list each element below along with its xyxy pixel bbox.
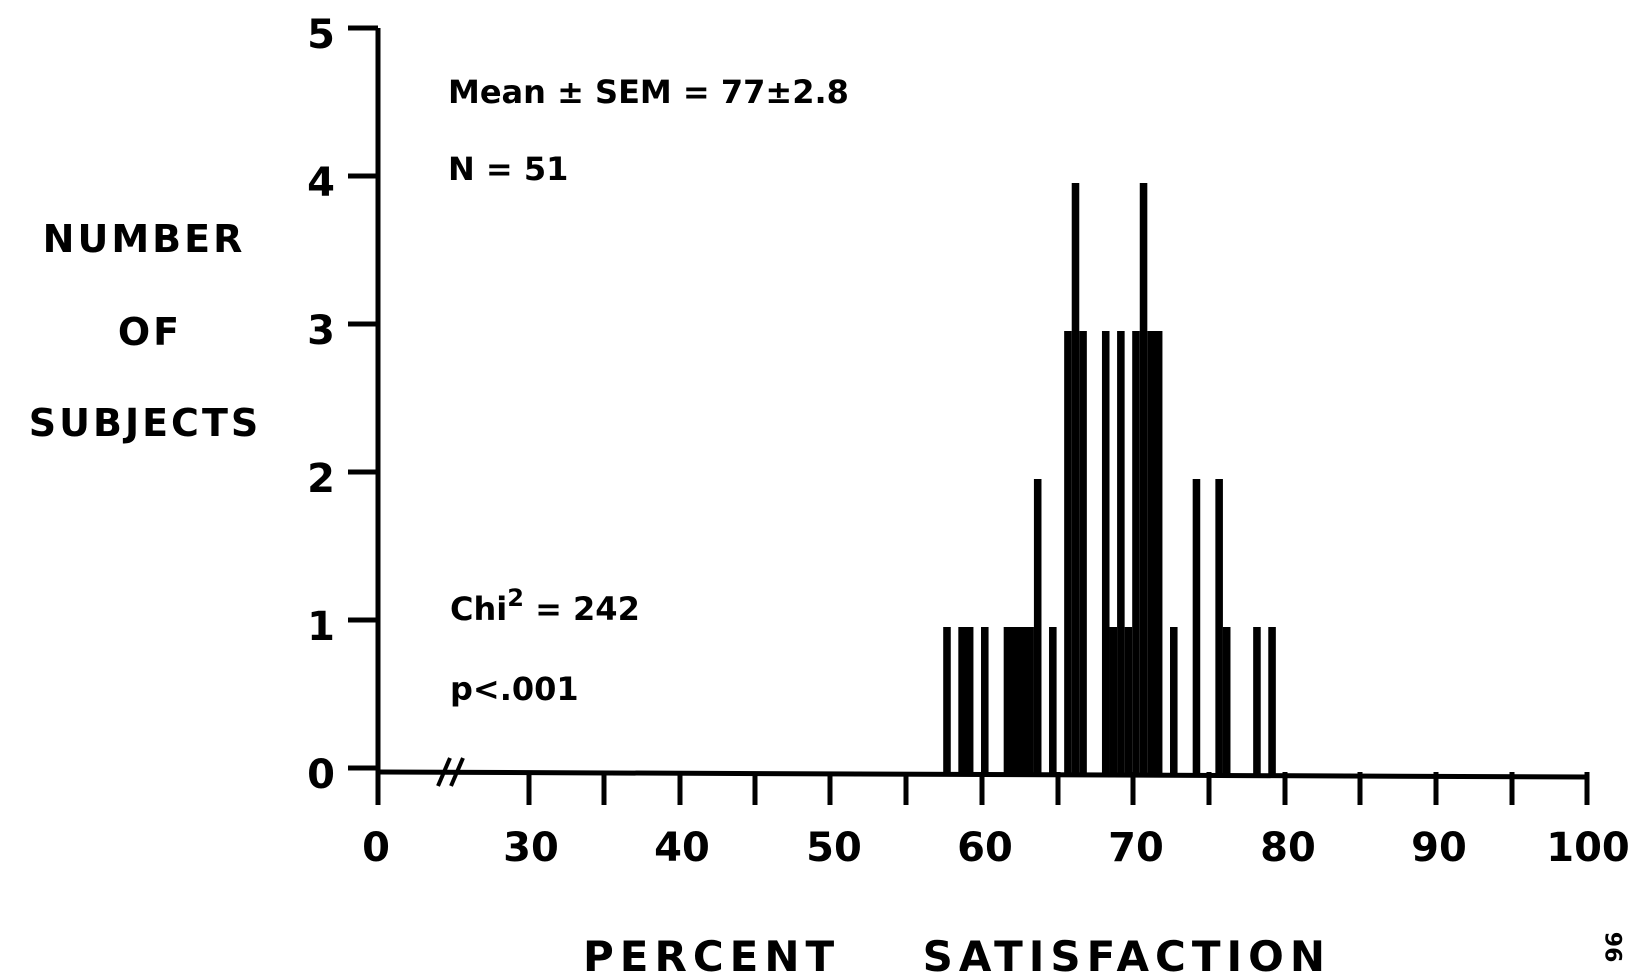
- chi-value: = 242: [524, 590, 640, 628]
- histogram-bar: [1064, 331, 1072, 775]
- y-tick-label: 0: [307, 752, 335, 798]
- x-tick-label: 80: [1260, 825, 1316, 871]
- histogram-bar: [1222, 627, 1231, 775]
- histogram-bar: [1215, 479, 1223, 775]
- histogram-bar: [1170, 627, 1178, 775]
- x-tick-label: 90: [1411, 825, 1467, 871]
- x-axis: [375, 769, 1590, 805]
- y-tick-labels: 0 1 2 3 4 5: [307, 12, 335, 798]
- y-axis: [348, 25, 381, 775]
- histogram-bar: [981, 627, 989, 775]
- y-tick-label: 5: [307, 12, 335, 58]
- histogram-bar: [1079, 331, 1087, 775]
- x-tick-label: 100: [1546, 825, 1630, 871]
- y-axis-title-line-1: NUMBER: [43, 217, 246, 261]
- x-tick-label: 70: [1108, 825, 1164, 871]
- chi-superscript: 2: [507, 584, 524, 612]
- histogram-bar: [943, 627, 951, 775]
- x-tick-label: 30: [503, 825, 559, 871]
- x-tick-labels: 0 30 40 50 60 70 80 90 100: [362, 825, 1630, 871]
- histogram-bar: [1049, 627, 1057, 775]
- histogram-bar: [1192, 479, 1201, 775]
- x-tick-label: 0: [362, 825, 390, 871]
- histogram-bar: [1109, 627, 1118, 775]
- y-tick-label: 1: [307, 604, 335, 650]
- x-tick-label: 60: [957, 825, 1013, 871]
- n-annotation: N = 51: [448, 150, 568, 188]
- y-tick-label: 4: [307, 160, 335, 206]
- histogram-bar: [1101, 331, 1110, 775]
- histogram-bar: [1033, 479, 1042, 775]
- histogram-bar: [1268, 627, 1276, 775]
- y-tick-label: 3: [307, 308, 335, 354]
- histogram-bar: [958, 627, 974, 775]
- histogram-bar: [1003, 627, 1034, 775]
- chi-square-annotation: Chi2 = 242: [450, 584, 640, 628]
- x-tick-label: 40: [654, 825, 710, 871]
- p-value-annotation: p<.001: [450, 670, 579, 708]
- histogram-bar: [1132, 331, 1140, 775]
- histogram-bar: [1139, 183, 1148, 775]
- histogram-bar: [1253, 627, 1261, 775]
- x-axis-title: PERCENT SATISFACTION: [583, 932, 1331, 978]
- y-axis-title-line-3: SUBJECTS: [29, 401, 261, 445]
- mean-sem-annotation: Mean ± SEM = 77±2.8: [448, 73, 849, 111]
- bars-group: [943, 183, 1276, 775]
- histogram-bar: [1071, 183, 1080, 775]
- y-axis-title-line-2: OF: [118, 310, 182, 354]
- histogram-bar: [1124, 627, 1133, 775]
- axis-break-marker: [436, 757, 465, 787]
- histogram-bar: [1117, 331, 1125, 775]
- x-tick-label: 50: [806, 825, 862, 871]
- histogram-bar: [1147, 331, 1163, 775]
- chi-label: Chi: [450, 590, 507, 628]
- page-number-marker: 96: [1603, 932, 1628, 963]
- y-tick-label: 2: [307, 456, 335, 502]
